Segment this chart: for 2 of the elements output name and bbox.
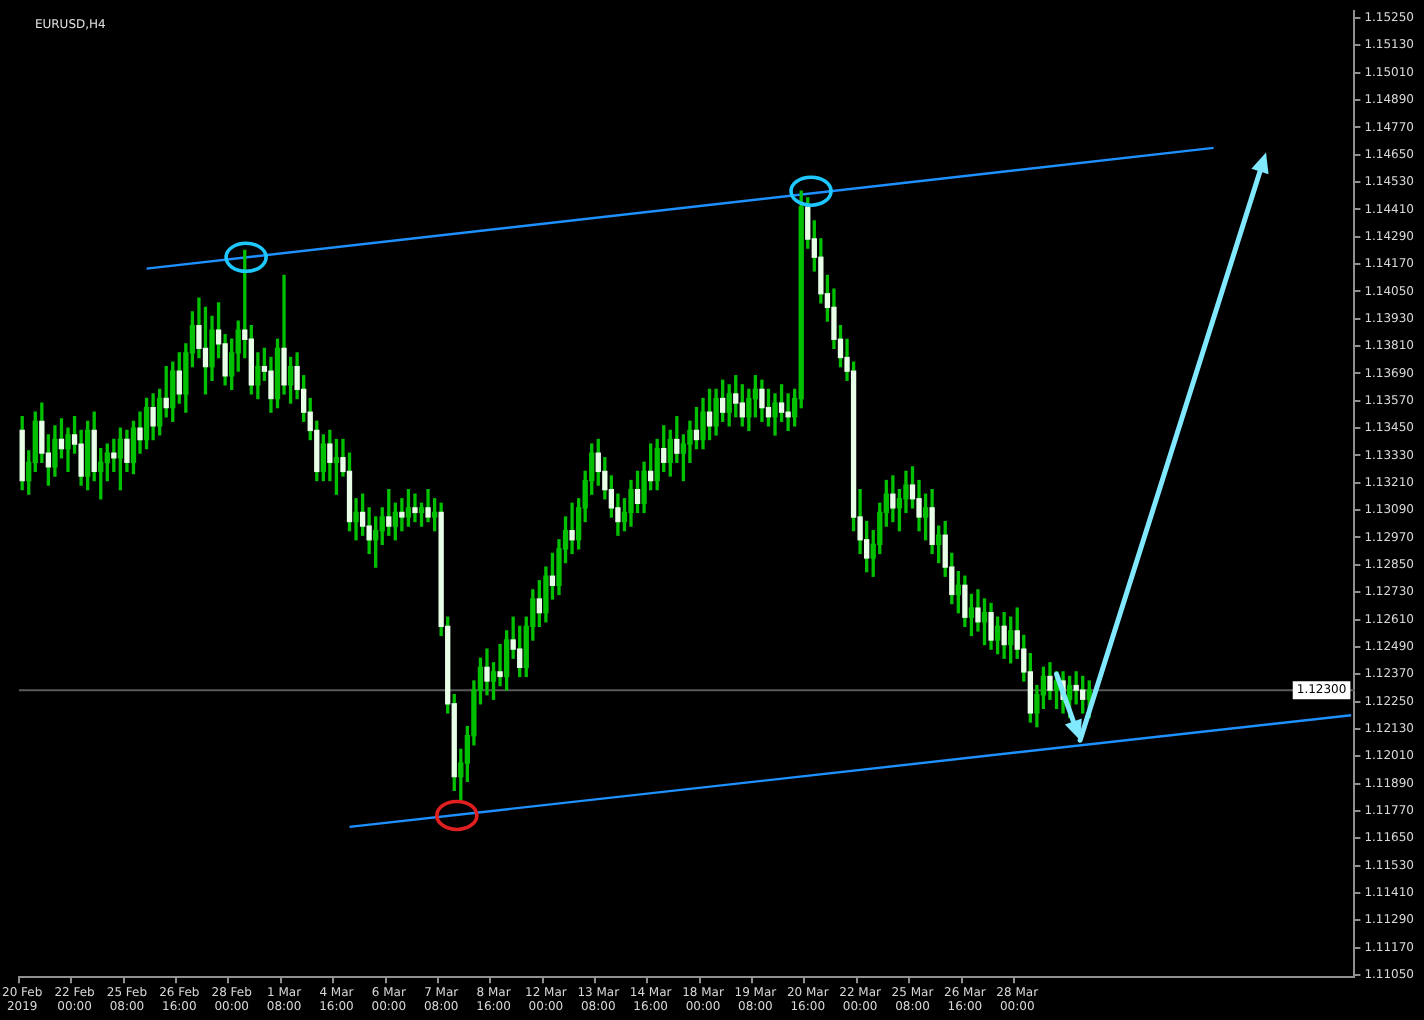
- candlestick: [569, 502, 575, 555]
- candlestick: [412, 493, 418, 523]
